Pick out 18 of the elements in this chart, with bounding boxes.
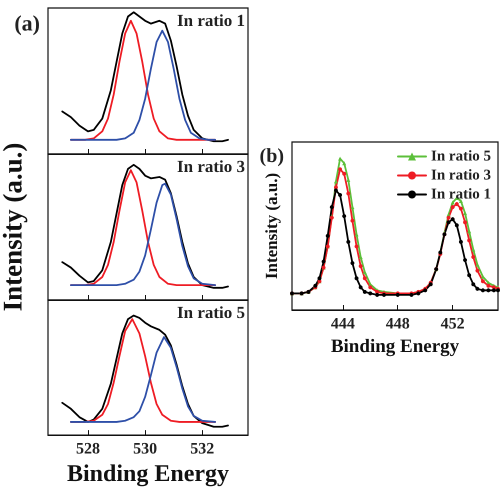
annotation: In ratio 3	[177, 157, 245, 176]
y-axis-title: Intensity (a.u.)	[0, 142, 28, 312]
chart-title: (a)	[14, 10, 40, 36]
annotation: In ratio 5	[177, 303, 245, 322]
x-axis-title: Binding Energy	[330, 336, 460, 357]
x-tick-label: 448	[386, 316, 410, 332]
legend-label: In ratio 3	[431, 168, 491, 184]
x-tick-label: 444	[330, 316, 355, 332]
legend-label: In ratio 5	[431, 148, 491, 164]
chart-title: (b)	[260, 145, 284, 167]
legend-label: In ratio 1	[431, 186, 491, 202]
y-axis-title: Intensity (a.u.)	[262, 172, 281, 280]
x-tick-label: 530	[133, 440, 158, 458]
x-axis-title: Binding Energy	[66, 461, 230, 487]
annotation: In ratio 1	[177, 11, 245, 30]
x-tick-label: 532	[190, 440, 214, 458]
x-tick-label: 452	[440, 316, 465, 332]
x-tick-label: 528	[76, 440, 100, 458]
